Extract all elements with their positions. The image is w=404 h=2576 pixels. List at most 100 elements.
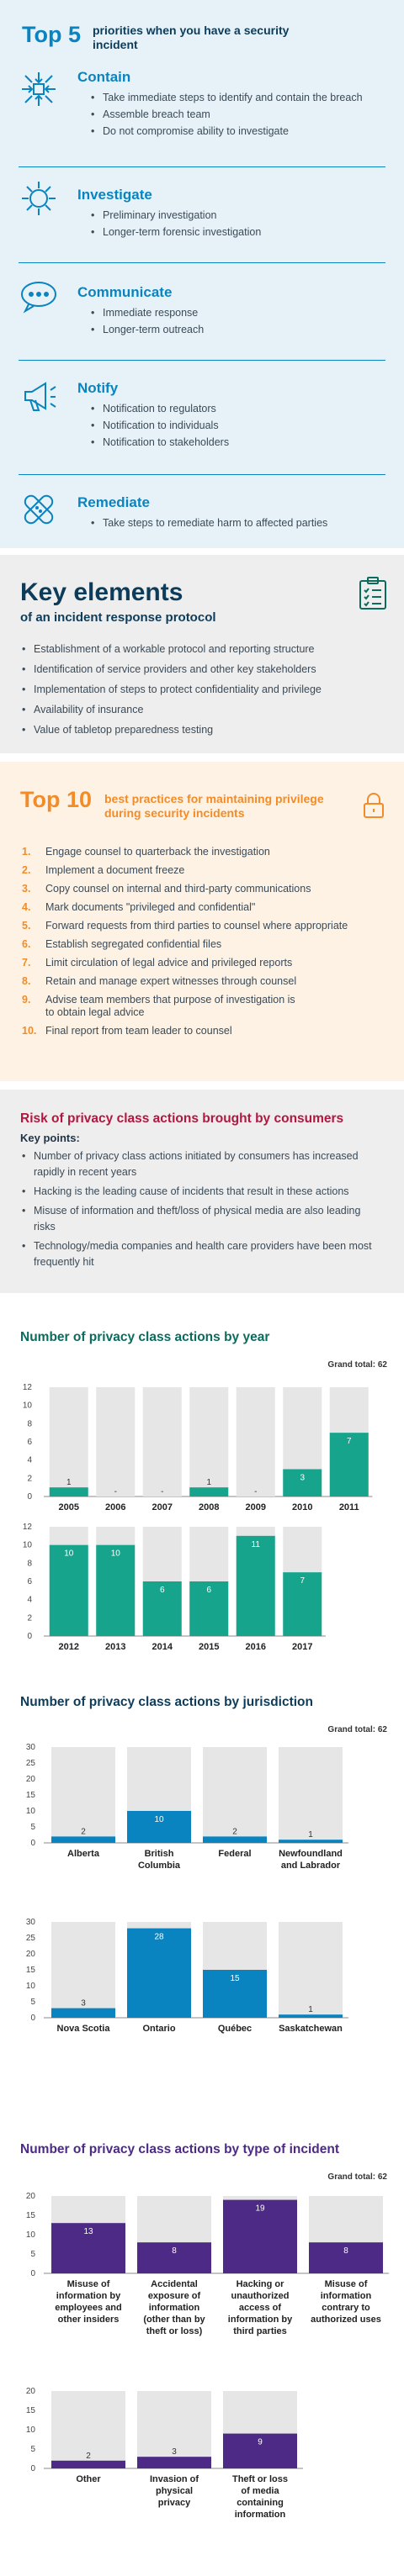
category-label: 2017	[292, 1642, 312, 1652]
bar	[142, 1581, 182, 1636]
bullet: Technology/media companies and health ca…	[22, 1238, 375, 1270]
bar	[51, 2008, 115, 2018]
y-tick-label: 0	[30, 2014, 35, 2023]
data-label: -	[254, 1487, 257, 1497]
bar	[223, 2433, 297, 2468]
bar-background	[51, 1747, 115, 1843]
category-label: access of	[239, 2303, 281, 2313]
bar	[51, 1836, 115, 1843]
category-label: Saskatchewan	[279, 2024, 343, 2034]
y-tick-label: 20	[26, 2387, 36, 2396]
category-label: information	[235, 2510, 286, 2520]
bar-background	[236, 1387, 275, 1497]
y-tick-label: 20	[26, 2192, 36, 2201]
category-label: Invasion of	[150, 2474, 199, 2484]
bullet: Longer-term forensic investigation	[91, 224, 402, 240]
category-label: information	[321, 2291, 372, 2301]
bullet: Identification of service providers and …	[22, 659, 384, 679]
bar-background	[49, 1387, 88, 1497]
y-tick-label: 15	[26, 1791, 36, 1800]
bullet: Take immediate steps to identify and con…	[91, 89, 402, 106]
category-label: Theft or loss	[232, 2474, 288, 2484]
category-label: Newfoundland	[279, 1849, 343, 1859]
data-label: 2	[86, 2452, 91, 2461]
list-number: 1.	[22, 846, 31, 858]
bullet: Take steps to remediate harm to affected…	[91, 515, 402, 531]
category-label: 2015	[199, 1642, 219, 1652]
category-label: containing	[237, 2498, 284, 2508]
list-item: 5. Forward requests from third parties to…	[22, 920, 392, 932]
data-label: 13	[83, 2227, 93, 2236]
bar	[203, 1836, 267, 1843]
list-text: Engage counsel to quarterback the invest…	[45, 846, 270, 858]
category-label: 2007	[152, 1502, 173, 1512]
bar	[329, 1433, 369, 1497]
category-label: 2011	[339, 1502, 359, 1512]
bullet: Misuse of information and theft/loss of …	[22, 1203, 375, 1235]
category-label: of media	[241, 2486, 279, 2496]
category-label: 2014	[152, 1642, 173, 1652]
chart-jurisdiction-title: Number of privacy class actions by juris…	[20, 1695, 313, 1709]
bar-background	[137, 2391, 211, 2468]
bandage-icon	[19, 489, 59, 530]
category-label: third parties	[233, 2326, 287, 2336]
y-tick-label: 10	[26, 2230, 36, 2240]
divider	[19, 262, 385, 263]
category-label: Federal	[218, 1849, 251, 1859]
category-label: other insiders	[58, 2315, 120, 2325]
list-number: 2.	[22, 864, 31, 876]
chart-type-grand-total: Grand total: 62	[327, 2172, 387, 2182]
list-number: 4.	[22, 901, 31, 913]
bar	[189, 1581, 229, 1636]
list-text: Retain and manage expert witnesses throu…	[45, 975, 297, 987]
list-number: 3.	[22, 883, 31, 895]
category-label: theft or loss)	[146, 2326, 203, 2336]
data-label: 1	[206, 1478, 211, 1487]
y-tick-label: 8	[27, 1419, 32, 1428]
key-elements-subtitle: of an incident response protocol	[20, 610, 216, 625]
y-tick-label: 6	[27, 1577, 32, 1586]
category-label: unauthorized	[231, 2291, 289, 2301]
category-label: 2010	[292, 1502, 312, 1512]
bar-background	[279, 1922, 343, 2018]
data-label: 8	[343, 2246, 348, 2256]
bullet: Do not compromise ability to investigate	[91, 123, 402, 140]
bar	[49, 1544, 88, 1636]
list-item: 9. Advise team members that purpose of in…	[22, 994, 300, 1019]
y-tick-label: 20	[26, 1775, 36, 1784]
list-item: 1. Engage counsel to quarterback the inve…	[22, 846, 392, 858]
data-label: 28	[154, 1933, 164, 1942]
list-text: Limit circulation of legal advice and pr…	[45, 957, 293, 969]
category-label: Misuse of	[325, 2279, 368, 2289]
data-label: -	[161, 1487, 163, 1497]
top5-item-bullets: Immediate response Longer-term outreach	[91, 304, 402, 338]
list-text: Mark documents "privileged and confident…	[45, 901, 256, 913]
category-label: Ontario	[142, 2024, 175, 2034]
y-tick-label: 2	[27, 1474, 32, 1483]
investigate-magnifier-icon	[19, 178, 59, 219]
list-number: 6.	[22, 938, 31, 950]
y-tick-label: 15	[26, 2211, 36, 2220]
category-label: 2005	[59, 1502, 79, 1512]
category-label: Nova Scotia	[57, 2024, 111, 2034]
bar	[137, 2242, 211, 2273]
list-item: 4. Mark documents "privileged and confide…	[22, 901, 392, 914]
y-tick-label: 25	[26, 1759, 36, 1768]
y-tick-label: 15	[26, 2406, 36, 2415]
top5-heading-small: priorities when you have a security inci…	[93, 24, 290, 51]
key-elements-title: Key elements	[20, 578, 183, 606]
bar	[49, 1487, 88, 1497]
y-tick-label: 5	[30, 1823, 35, 1832]
category-label: and Labrador	[281, 1861, 341, 1871]
bar	[127, 1928, 191, 2018]
top5-item-bullets: Take immediate steps to identify and con…	[91, 89, 402, 140]
chart-year-grand-total: Grand total: 62	[327, 1360, 387, 1370]
top5-item-bullets: Preliminary investigation Longer-term fo…	[91, 207, 402, 240]
top5-item-title: Investigate	[77, 187, 152, 203]
category-label: contrary to	[322, 2303, 370, 2313]
category-label: Accidental	[151, 2279, 198, 2289]
list-text: Establish segregated confidential files	[45, 938, 222, 950]
y-tick-label: 25	[26, 1934, 36, 1943]
list-text: Implement a document freeze	[45, 864, 185, 876]
top5-item-title: Communicate	[77, 284, 173, 300]
